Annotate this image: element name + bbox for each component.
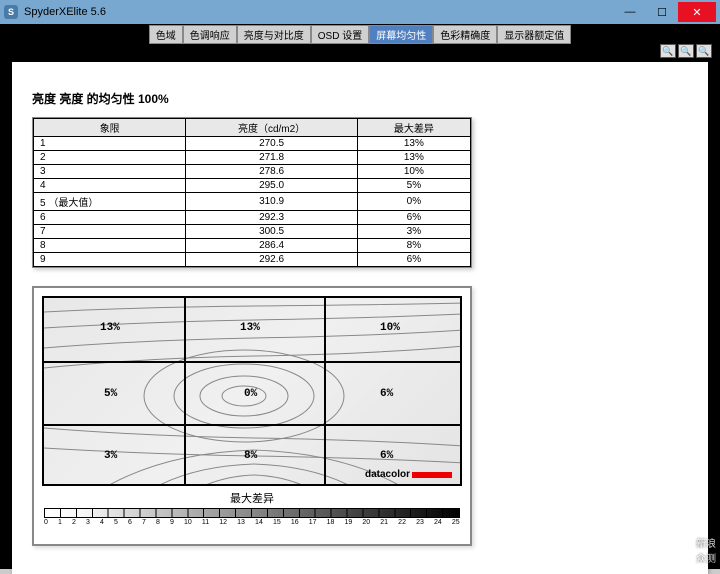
table-row: 9292.66%	[34, 253, 471, 267]
grid-line	[184, 298, 186, 484]
watermark: 新浪 众测	[696, 535, 716, 565]
minimize-button[interactable]: —	[614, 2, 646, 22]
tab-bar: 色域 色调响应 亮度与对比度 OSD 设置 屏幕均匀性 色彩精确度 显示器额定值	[2, 26, 718, 42]
table-row: 7300.53%	[34, 225, 471, 239]
cell-value: 3%	[104, 450, 117, 462]
gradient-scale	[42, 508, 462, 518]
cell-value: 8%	[244, 450, 257, 462]
zoom-out-button[interactable]: 🔍	[678, 44, 694, 58]
report-page: 亮度 亮度 的均匀性 100% 象限 亮度（cd/m2） 最大差异 1270.5…	[12, 62, 708, 574]
table-row: 4295.05%	[34, 179, 471, 193]
grid-line	[324, 298, 326, 484]
window-titlebar: S SpyderXElite 5.6 — ☐ ✕	[0, 0, 720, 24]
col-maxdiff: 最大差异	[357, 119, 470, 137]
window-title: SpyderXElite 5.6	[24, 6, 614, 18]
cell-value: 6%	[380, 388, 393, 400]
page-title: 亮度 亮度 的均匀性 100%	[32, 90, 688, 107]
datacolor-logo: datacolor	[365, 469, 452, 480]
cell-value: 6%	[380, 450, 393, 462]
zoom-toolbar: 🔍 🔍 🔍	[660, 44, 712, 58]
table-row: 2271.813%	[34, 151, 471, 165]
table-row: 3278.610%	[34, 165, 471, 179]
cell-value: 13%	[240, 322, 260, 334]
tab-uniformity[interactable]: 屏幕均匀性	[369, 25, 433, 44]
uniformity-diagram: 13% 13% 10% 5% 0% 6% 3% 8% 6% datacolor …	[32, 286, 472, 546]
app-frame: 色域 色调响应 亮度与对比度 OSD 设置 屏幕均匀性 色彩精确度 显示器额定值…	[0, 24, 720, 569]
grid-line	[44, 424, 460, 426]
zoom-fit-button[interactable]: 🔍	[696, 44, 712, 58]
uniformity-table: 象限 亮度（cd/m2） 最大差异 1270.513%2271.813%3278…	[32, 117, 472, 268]
tab-tone[interactable]: 色调响应	[183, 25, 237, 44]
scale-label: 最大差异	[42, 490, 462, 506]
scale-ticks: 0123456789101112131415161718192021222324…	[42, 519, 462, 526]
cell-value: 0%	[244, 388, 257, 400]
tab-accuracy[interactable]: 色彩精确度	[433, 25, 497, 44]
tab-brightness[interactable]: 亮度与对比度	[237, 25, 311, 44]
col-quadrant: 象限	[34, 119, 186, 137]
table-row: 5 （最大值）310.90%	[34, 193, 471, 211]
contour-map: 13% 13% 10% 5% 0% 6% 3% 8% 6% datacolor	[42, 296, 462, 486]
zoom-in-button[interactable]: 🔍	[660, 44, 676, 58]
tab-osd[interactable]: OSD 设置	[311, 25, 369, 44]
col-luminance: 亮度（cd/m2）	[186, 119, 357, 137]
grid-line	[44, 361, 460, 363]
tab-rating[interactable]: 显示器额定值	[497, 25, 571, 44]
table-row: 1270.513%	[34, 137, 471, 151]
cell-value: 13%	[100, 322, 120, 334]
cell-value: 5%	[104, 388, 117, 400]
cell-value: 10%	[380, 322, 400, 334]
close-button[interactable]: ✕	[678, 2, 716, 22]
table-row: 6292.36%	[34, 211, 471, 225]
maximize-button[interactable]: ☐	[646, 2, 678, 22]
table-row: 8286.48%	[34, 239, 471, 253]
app-icon: S	[4, 5, 18, 19]
tab-gamut[interactable]: 色域	[149, 25, 183, 44]
